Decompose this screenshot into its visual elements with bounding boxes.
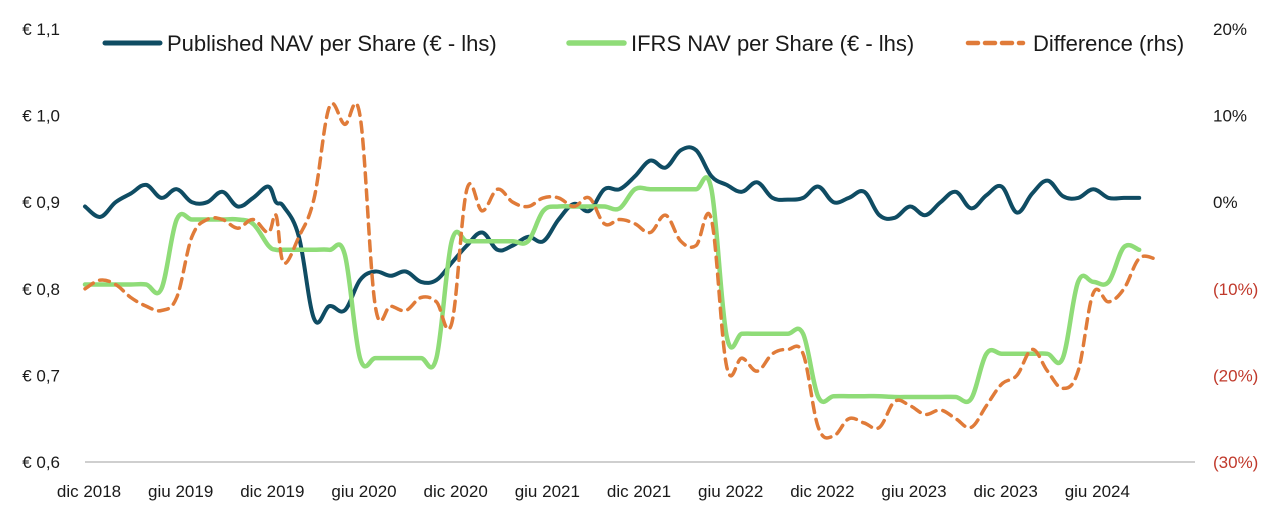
y-left-tick-label: € 0,6 <box>22 453 60 472</box>
y-left-tick-label: € 1,0 <box>22 107 60 126</box>
y-right-tick-label: (10%) <box>1213 280 1258 299</box>
legend-label-published: Published NAV per Share (€ - lhs) <box>167 31 497 56</box>
x-tick-label: giu 2024 <box>1065 482 1130 501</box>
y-left-tick-label: € 0,8 <box>22 280 60 299</box>
legend-label-difference: Difference (rhs) <box>1033 31 1184 56</box>
y-right-tick-label: (20%) <box>1213 366 1258 385</box>
x-tick-label: dic 2018 <box>57 482 121 501</box>
series-line-published <box>83 145 1142 325</box>
legend-label-ifrs: IFRS NAV per Share (€ - lhs) <box>631 31 914 56</box>
y-left-tick-label: € 0,7 <box>22 366 60 385</box>
x-tick-label: giu 2022 <box>698 482 763 501</box>
x-tick-label: dic 2020 <box>424 482 488 501</box>
y-left-tick-label: € 1,1 <box>22 20 60 39</box>
y-right-tick-label: (30%) <box>1213 453 1258 472</box>
x-tick-label: giu 2019 <box>148 482 213 501</box>
axes: € 1,1 € 1,0 € 0,9 € 0,8 € 0,7 € 0,6 20% 10% 0% (1… <box>22 20 1258 501</box>
x-tick-label: dic 2019 <box>240 482 304 501</box>
y-right-tick-label: 0% <box>1213 193 1238 212</box>
legend: Published NAV per Share (€ - lhs) IFRS NA… <box>102 31 1184 56</box>
x-tick-label: giu 2021 <box>515 482 580 501</box>
x-tick-label: giu 2023 <box>881 482 946 501</box>
x-tick-label: dic 2021 <box>607 482 671 501</box>
x-tick-label: dic 2022 <box>790 482 854 501</box>
x-tick-label: giu 2020 <box>331 482 396 501</box>
series-line-ifrs <box>82 175 1142 405</box>
x-tick-label: dic 2023 <box>974 482 1038 501</box>
plot-area <box>82 101 1157 440</box>
y-right-tick-label: 10% <box>1213 107 1247 126</box>
series-line-difference <box>83 101 1157 440</box>
y-left-tick-label: € 0,9 <box>22 193 60 212</box>
y-right-tick-label: 20% <box>1213 20 1247 39</box>
